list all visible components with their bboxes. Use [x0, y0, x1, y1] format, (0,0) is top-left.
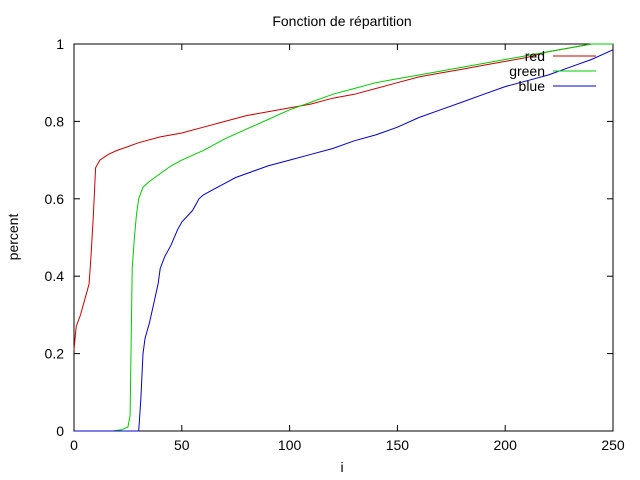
series-line-red	[73, 43, 613, 350]
y-tick-label: 0.2	[45, 346, 65, 362]
series-lines	[73, 43, 614, 432]
legend-label-red: red	[525, 48, 545, 64]
x-axis: 0 50 100 150 200 250	[70, 44, 625, 453]
y-axis: 0 0.2 0.4 0.6 0.8 1	[45, 36, 613, 439]
chart-title: Fonction de répartition	[272, 13, 411, 29]
legend-label-green: green	[509, 63, 545, 79]
y-tick-label: 1	[56, 36, 64, 52]
x-tick-label: 100	[278, 437, 302, 453]
x-axis-label: i	[340, 459, 343, 475]
y-tick-label: 0.6	[45, 191, 65, 207]
x-tick-label: 0	[70, 437, 78, 453]
x-tick-label: 50	[174, 437, 190, 453]
y-axis-label: percent	[5, 214, 21, 261]
series-line-blue	[74, 49, 614, 432]
y-tick-label: 0	[56, 423, 64, 439]
y-tick-label: 0.4	[45, 268, 65, 284]
x-tick-label: 250	[601, 437, 625, 453]
series-line-green	[74, 43, 613, 432]
plot-frame	[73, 43, 614, 432]
x-tick-label: 150	[386, 437, 410, 453]
x-tick-label: 200	[494, 437, 518, 453]
legend-label-blue: blue	[519, 78, 546, 94]
y-tick-label: 0.8	[45, 113, 65, 129]
